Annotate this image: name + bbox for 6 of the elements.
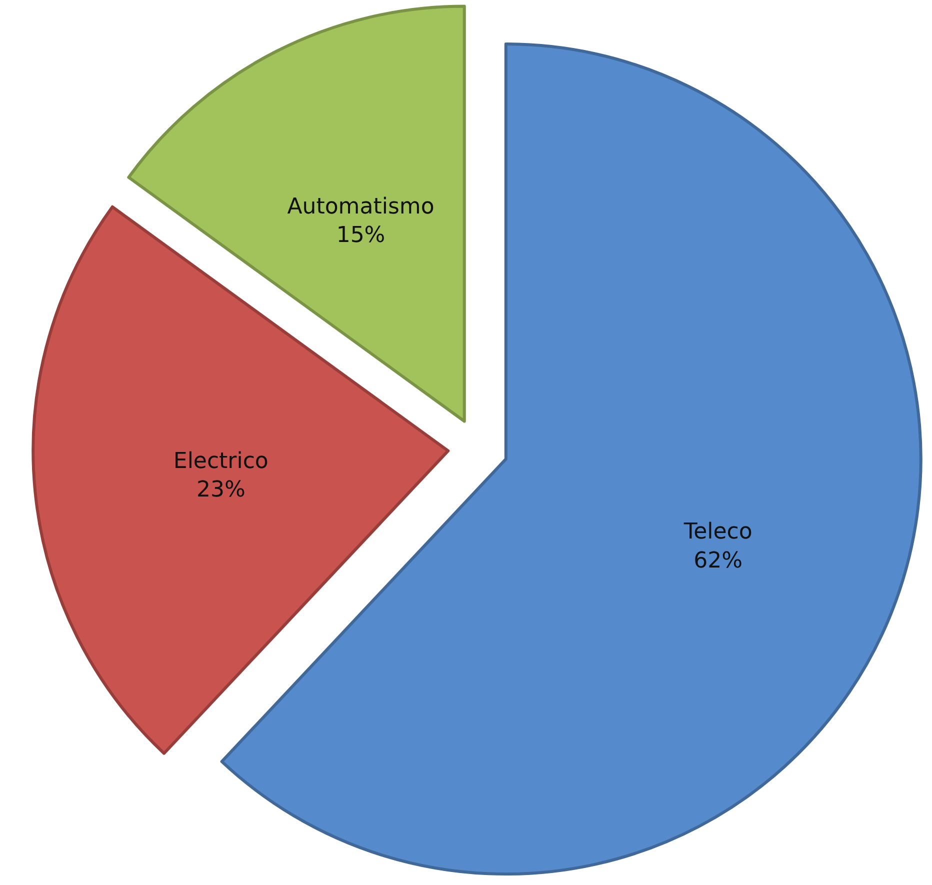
slice-label: Teleco (682, 520, 752, 545)
data-label: 62% (694, 548, 743, 574)
slice-label: Automatismo (287, 194, 434, 220)
slice-label: Electrico (173, 448, 268, 474)
data-label: 23% (196, 478, 246, 503)
data-label: 15% (336, 223, 386, 248)
